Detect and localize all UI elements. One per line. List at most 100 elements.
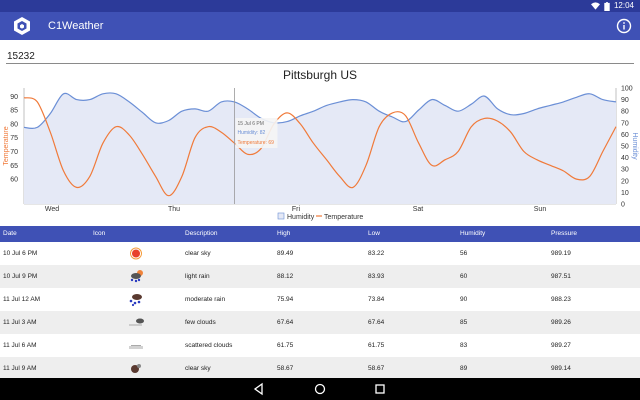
cell-high: 75.94 (277, 296, 294, 303)
y-tick-left: 90 (10, 94, 18, 101)
cell-description: clear sky (185, 365, 211, 372)
cell-date: 10 Jul 9 PM (3, 273, 38, 280)
zip-search-input[interactable] (6, 50, 634, 64)
cell-pressure: 989.26 (551, 319, 571, 326)
cell-low: 83.93 (368, 273, 385, 280)
tooltip-temperature: Temperature: 69 (237, 140, 274, 146)
app-bar: C1Weather (0, 12, 640, 40)
cell-date: 11 Jul 9 AM (3, 365, 37, 372)
humidity-area (24, 92, 616, 204)
y-tick-left: 75 (10, 135, 18, 142)
rain-icon (130, 270, 143, 283)
y-tick-right: 60 (621, 132, 629, 139)
header-date[interactable]: Date (3, 230, 17, 237)
y-tick-left: 80 (10, 121, 18, 128)
home-icon[interactable] (313, 382, 327, 396)
x-tick-label: Sat (413, 206, 424, 213)
y-tick-right: 90 (621, 97, 629, 104)
cell-date: 11 Jul 3 AM (3, 319, 37, 326)
header-low[interactable]: Low (368, 230, 380, 237)
cell-humidity: 60 (460, 273, 468, 280)
cell-description: clear sky (185, 250, 211, 257)
cell-date: 11 Jul 6 AM (3, 342, 37, 349)
cell-low: 73.84 (368, 296, 385, 303)
cell-description: moderate rain (185, 296, 226, 303)
navigation-bar (0, 378, 640, 400)
x-tick-label: Fri (292, 206, 301, 213)
table-row[interactable]: 11 Jul 12 AM moderate rain 75.94 73.84 9… (0, 288, 640, 311)
header-pressure[interactable]: Pressure (551, 230, 578, 237)
cell-pressure: 988.23 (551, 296, 571, 303)
tooltip-title: 15 Jul 6 PM (237, 121, 263, 127)
tooltip-humidity: Humidity: 82 (237, 130, 265, 136)
x-tick-label: Wed (45, 206, 59, 213)
cell-high: 67.64 (277, 319, 294, 326)
legend-temperature-label[interactable]: Temperature (324, 214, 363, 221)
cell-date: 10 Jul 6 PM (3, 250, 38, 257)
back-icon[interactable] (252, 382, 266, 396)
header-description[interactable]: Description (185, 230, 218, 237)
legend-humidity-label[interactable]: Humidity (287, 214, 315, 221)
y-tick-right: 40 (621, 155, 629, 162)
cell-low: 67.64 (368, 319, 385, 326)
battery-icon (604, 1, 610, 11)
cell-pressure: 989.14 (551, 365, 571, 372)
y-axis-right-title: Humidity (631, 132, 638, 160)
recents-icon[interactable] (373, 382, 387, 396)
x-tick-label: Thu (168, 206, 180, 213)
cell-date: 11 Jul 12 AM (3, 296, 41, 303)
table-row[interactable]: 11 Jul 9 AM clear sky 58.67 58.67 89 989… (0, 357, 640, 378)
cell-humidity: 89 (460, 365, 468, 372)
app-title: C1Weather (48, 20, 104, 32)
cloud-icon (129, 345, 143, 349)
cell-high: 61.75 (277, 342, 294, 349)
temperature-series-line[interactable] (23, 97, 617, 197)
table-row[interactable]: 10 Jul 9 PM light rain 88.12 83.93 60 98… (0, 265, 640, 288)
y-tick-right: 30 (621, 167, 629, 174)
cell-description: few clouds (185, 319, 216, 326)
cell-pressure: 987.51 (551, 273, 571, 280)
cell-humidity: 56 (460, 250, 468, 257)
cell-high: 89.49 (277, 250, 294, 257)
cell-humidity: 83 (460, 342, 468, 349)
y-tick-right: 20 (621, 178, 629, 185)
cell-description: scattered clouds (185, 342, 233, 349)
table-row[interactable]: 10 Jul 6 PM clear sky 89.49 83.22 56 989… (0, 242, 640, 265)
header-icon[interactable]: Icon (93, 230, 106, 237)
humidity-series-line[interactable] (23, 92, 617, 130)
table-header: Date Icon Description High Low Humidity … (0, 226, 640, 242)
chart-title: Pittsburgh US (282, 68, 358, 82)
cell-low: 61.75 (368, 342, 385, 349)
table-row[interactable]: 11 Jul 6 AM scattered clouds 61.75 61.75… (0, 334, 640, 357)
y-axis-left-title: Temperature (3, 126, 10, 165)
cell-humidity: 85 (460, 319, 468, 326)
forecast-table: Date Icon Description High Low Humidity … (0, 226, 640, 378)
cell-low: 83.22 (368, 250, 385, 257)
y-tick-left: 85 (10, 108, 18, 115)
header-humidity[interactable]: Humidity (460, 230, 486, 237)
cell-high: 88.12 (277, 273, 294, 280)
info-icon[interactable] (616, 18, 632, 34)
header-high[interactable]: High (277, 230, 291, 237)
cloud-icon (129, 318, 144, 326)
cell-low: 58.67 (368, 365, 385, 372)
legend-humidity-swatch (277, 212, 285, 220)
y-tick-left: 65 (10, 163, 18, 170)
y-tick-right: 0 (621, 202, 625, 209)
cell-pressure: 989.27 (551, 342, 571, 349)
y-tick-right: 80 (621, 109, 629, 116)
cell-high: 58.67 (277, 365, 294, 372)
rain-icon (129, 294, 142, 307)
y-tick-left: 70 (10, 149, 18, 156)
x-tick-label: Sun (534, 206, 547, 213)
cell-pressure: 989.19 (551, 250, 571, 257)
y-tick-right: 50 (621, 144, 629, 151)
status-time: 12:04 (613, 1, 634, 10)
status-bar: 12:04 (0, 0, 640, 12)
table-row[interactable]: 11 Jul 3 AM few clouds 67.64 67.64 85 98… (0, 311, 640, 334)
wifi-icon (590, 2, 600, 10)
y-tick-right: 100 (621, 86, 633, 93)
sun-icon (130, 247, 142, 260)
